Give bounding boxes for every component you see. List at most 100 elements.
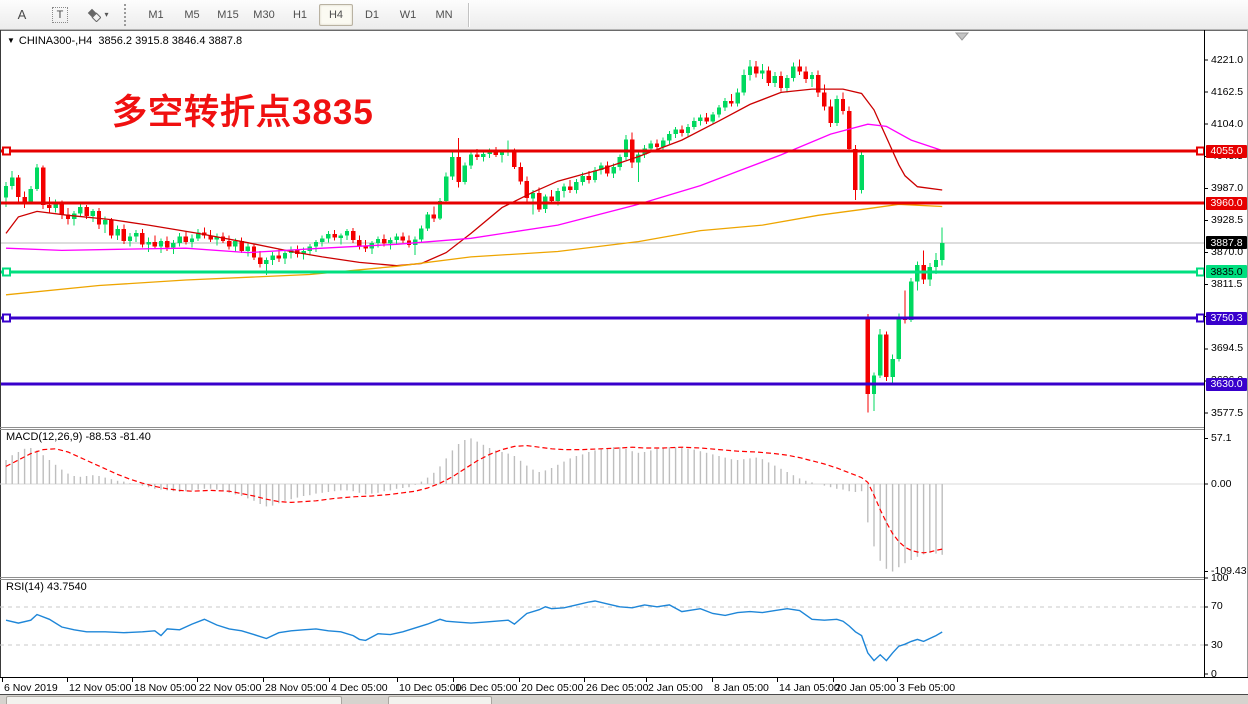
chart-shift-marker-icon[interactable] xyxy=(954,32,970,41)
candle xyxy=(878,328,883,379)
ma-mid-magenta-line xyxy=(5,123,943,254)
candle xyxy=(809,72,815,87)
rsi-axis-label: 0 xyxy=(1211,667,1217,680)
candle xyxy=(90,209,95,222)
candle xyxy=(344,229,350,240)
candle xyxy=(859,151,864,194)
time-axis-label: 3 Feb 05:00 xyxy=(899,682,956,694)
candle xyxy=(698,114,703,126)
time-axis-label: 12 Nov 05:00 xyxy=(69,682,132,694)
price-level-badge-3750.3: 3750.3 xyxy=(1206,311,1247,325)
hline-handle[interactable] xyxy=(1196,267,1205,277)
bottom-tab-strip xyxy=(0,695,1248,704)
candle xyxy=(853,145,858,200)
hline-handle[interactable] xyxy=(1196,313,1205,323)
timeframe-button-M5[interactable]: M5 xyxy=(184,8,200,21)
time-axis-label: 20 Jan 05:00 xyxy=(835,682,896,694)
rsi-axis-label: 30 xyxy=(1211,638,1223,651)
candle xyxy=(735,88,740,107)
timeframe-button-MN[interactable]: MN xyxy=(435,8,453,21)
price-tick-label: 4221.0 xyxy=(1211,53,1244,66)
price-tick-label: 3928.5 xyxy=(1211,214,1244,226)
candle xyxy=(468,150,474,170)
candle xyxy=(537,187,542,212)
candle xyxy=(462,162,467,185)
candle xyxy=(282,250,288,265)
chart-annotation-text[interactable]: 多空转折点3835 xyxy=(112,93,374,132)
candle xyxy=(915,261,920,291)
time-axis-label: 10 Dec 05:00 xyxy=(399,682,462,694)
candle xyxy=(289,246,294,259)
candle xyxy=(549,190,554,204)
candle xyxy=(456,137,461,188)
candle xyxy=(202,227,207,239)
candle xyxy=(803,66,808,83)
candle xyxy=(183,231,188,245)
candle xyxy=(791,62,796,82)
macd-histogram xyxy=(5,438,943,572)
candle xyxy=(239,237,244,254)
candle xyxy=(53,199,58,213)
candle xyxy=(326,231,331,243)
candle xyxy=(524,176,529,203)
candle xyxy=(778,71,784,92)
timeframe-button-M30[interactable]: M30 xyxy=(253,8,275,21)
macd-signal-line xyxy=(5,444,943,554)
timeframe-button-D1[interactable]: D1 xyxy=(364,8,380,21)
ma-slow-orange-line xyxy=(5,203,943,296)
candle xyxy=(871,372,877,412)
price-tick-label: 3870.0 xyxy=(1211,246,1244,259)
candle xyxy=(115,225,120,240)
collapse-triangle-icon[interactable]: ▼ xyxy=(7,36,15,45)
candle xyxy=(158,238,164,254)
candle xyxy=(357,235,362,250)
text-label-tool-button[interactable]: A xyxy=(6,3,38,27)
toolbar-separator xyxy=(468,2,470,27)
candle xyxy=(121,224,126,244)
arrows-tool-button[interactable]: ▾ xyxy=(82,3,114,27)
candle xyxy=(109,218,114,239)
hline-handle[interactable] xyxy=(2,267,11,277)
hline-handle[interactable] xyxy=(2,313,11,323)
price-tick-label: 3577.5 xyxy=(1211,406,1244,419)
candle xyxy=(437,198,443,221)
toolbar-grip[interactable] xyxy=(124,3,130,26)
chevron-down-icon: ▾ xyxy=(104,10,109,19)
candle xyxy=(338,233,343,245)
hline-handle[interactable] xyxy=(1196,146,1205,156)
price-level-badge-4055.0: 4055.0 xyxy=(1206,144,1247,158)
candle xyxy=(884,331,889,381)
candle xyxy=(425,212,430,232)
candle xyxy=(667,130,672,144)
candle xyxy=(896,313,901,362)
bid-price-badge: 3887.8 xyxy=(1206,236,1247,250)
price-tick-label: 4104.0 xyxy=(1211,117,1244,130)
candle xyxy=(177,232,182,247)
candle xyxy=(152,235,157,249)
time-axis-label: 8 Jan 05:00 xyxy=(714,682,769,694)
timeframe-button-M1[interactable]: M1 xyxy=(148,8,164,21)
time-axis-label: 4 Dec 05:00 xyxy=(331,682,388,694)
chart-tab[interactable] xyxy=(388,696,492,704)
candle xyxy=(766,66,771,86)
hline-handle[interactable] xyxy=(2,146,11,156)
time-axis-label: 14 Jan 05:00 xyxy=(779,682,840,694)
candle xyxy=(171,239,176,255)
candle xyxy=(729,94,734,107)
candle xyxy=(320,235,325,247)
candle xyxy=(704,113,709,125)
candle xyxy=(754,61,759,78)
timeframe-button-H4[interactable]: H4 xyxy=(319,3,353,26)
candle xyxy=(400,232,405,244)
candle xyxy=(16,175,21,202)
candle xyxy=(245,243,250,257)
time-axis-label: 16 Dec 05:00 xyxy=(455,682,518,694)
text-tool-button[interactable]: T xyxy=(44,3,76,27)
chart-tab[interactable] xyxy=(6,696,342,704)
candle xyxy=(78,203,83,217)
candle xyxy=(47,197,52,214)
timeframe-button-H1[interactable]: H1 xyxy=(292,8,308,21)
timeframe-button-W1[interactable]: W1 xyxy=(399,8,417,21)
text-tool-icon: T xyxy=(51,6,69,23)
timeframe-button-M15[interactable]: M15 xyxy=(217,8,239,21)
